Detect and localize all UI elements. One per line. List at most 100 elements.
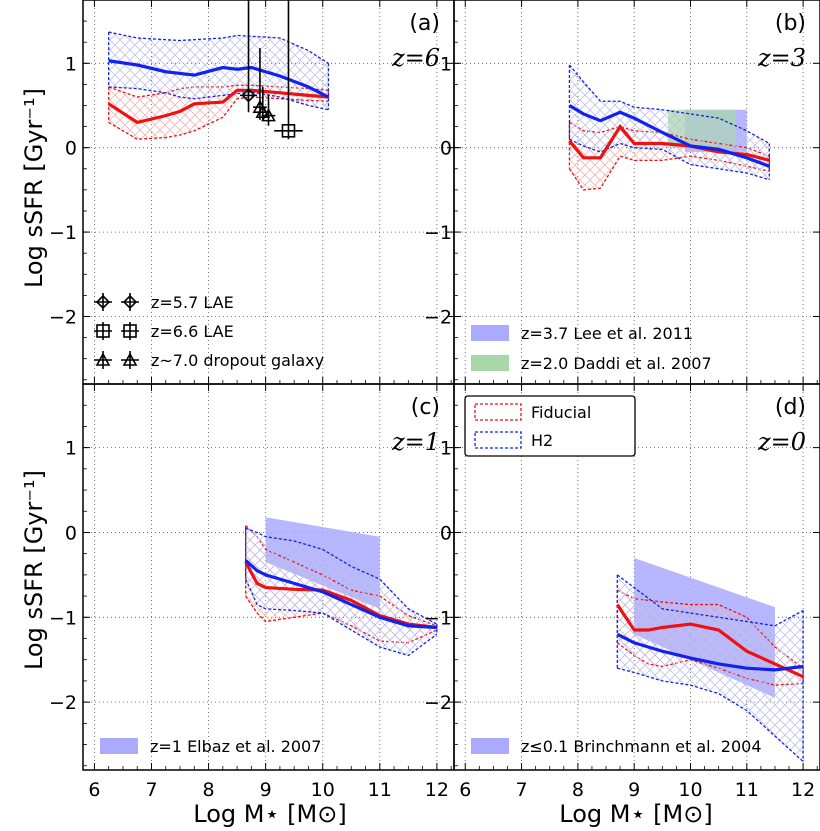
panel-frame (453, 383, 820, 771)
legend-marker-triangle (122, 352, 138, 366)
legend-fiducial-label: Fiducial (531, 403, 591, 422)
y-tick-label: −2 (424, 692, 452, 714)
x-tick-label: 10 (311, 779, 335, 801)
y-tick-label: −2 (49, 306, 77, 328)
y-tick-label: 1 (440, 53, 452, 75)
x-tick-label: 8 (572, 779, 584, 801)
redshift-label: z=6 (391, 44, 440, 72)
y-tick-label: −1 (424, 222, 452, 244)
obs-point-square (281, 124, 296, 138)
legend-swatch (100, 738, 138, 754)
plot-area (454, 0, 820, 384)
x-tick-label: 11 (368, 779, 392, 801)
panel-1: 1 0 −1 −2 (a) z=6 z=5.7 LAE z=6.6 LAE z~7.0 drop… (49, 0, 455, 385)
h2-envelope (617, 574, 804, 762)
x-tick-label: 9 (260, 779, 272, 801)
h2-median-line (244, 559, 437, 630)
fiducial-median-line (244, 561, 438, 630)
x-axis-label-left: Log M⋆ [M⊙] (193, 800, 346, 828)
y-tick-label: 1 (65, 438, 77, 460)
legend-observations: z≤0.1 Brinchmann et al. 2004 (471, 737, 762, 756)
y-tick-label: 0 (65, 138, 77, 160)
y-tick-label: −1 (49, 607, 77, 629)
legend-observations: z=1 Elbaz et al. 2007 (100, 737, 321, 756)
x-tick-label: 6 (88, 779, 100, 801)
fiducial-lower-percentile (108, 96, 329, 140)
h2-upper-percentile (245, 527, 438, 625)
legend-swatch (471, 738, 509, 754)
x-tick-label: 11 (735, 779, 759, 801)
fiducial-envelope (108, 85, 329, 140)
y-tick-label: −2 (49, 692, 77, 714)
h2-upper-percentile (616, 574, 804, 627)
h2-upper-percentile (568, 64, 770, 145)
legend-observations: z=5.7 LAE z=6.6 LAE z~7.0 dropout galaxy (94, 293, 324, 370)
h2-upper-percentile (108, 31, 329, 64)
redshift-label: z=3 (757, 44, 806, 72)
legend-observations: z=3.7 Lee et al. 2011 z=2.0 Daddi et al. … (471, 324, 712, 373)
obs-point-triangle (261, 107, 276, 122)
panel-label: (a) (409, 11, 440, 36)
y-tick-label: −2 (424, 306, 452, 328)
y-tick-label: 1 (65, 53, 77, 75)
x-tick-label: 12 (425, 779, 449, 801)
legend-label: z~7.0 dropout galaxy (151, 351, 324, 370)
obs-point-triangle (255, 104, 271, 119)
plot-area (454, 384, 820, 770)
x-axis-label-right: Log M⋆ [M⊙] (559, 800, 712, 828)
legend-h2-label: H2 (531, 431, 553, 450)
fiducial-median-line (615, 603, 804, 679)
legend-marker-diamond (122, 294, 138, 310)
y-axis-label-bottom: Log sSFR [Gyr⁻¹] (20, 470, 48, 670)
y-tick-label: 1 (440, 438, 452, 460)
x-tick-label: 7 (516, 779, 528, 801)
plot-area (83, 384, 454, 770)
h2-median-line (108, 59, 330, 99)
legend-label: z=3.7 Lee et al. 2011 (521, 324, 693, 343)
h2-envelope (108, 32, 329, 110)
x-tick-label: 7 (145, 779, 157, 801)
panel-2: 1 0 −1 −2 (b) z=3 z=3.7 Lee et al. 2011 z=2.0 D… (424, 0, 820, 385)
y-axis-label-top: Log sSFR [Gyr⁻¹] (20, 88, 48, 288)
legend-fiducial-swatch (474, 403, 522, 421)
x-tick-label: 12 (791, 779, 815, 801)
x-tick-label: 10 (678, 779, 702, 801)
h2-lower-percentile (108, 86, 329, 111)
h2-median-line (568, 104, 770, 168)
legend-label: z=1 Elbaz et al. 2007 (150, 737, 321, 756)
h2-lower-percentile (569, 138, 770, 181)
y-tick-label: −1 (424, 607, 452, 629)
legend-marker-square (96, 324, 110, 338)
x-tick-label: 9 (628, 779, 640, 801)
y-tick-label: −1 (49, 222, 77, 244)
legend-swatch (471, 355, 509, 371)
legend-box (464, 395, 636, 457)
legend-label: z≤0.1 Brinchmann et al. 2004 (521, 737, 762, 756)
h2-median-line (616, 632, 804, 672)
y-tick-label: 0 (440, 522, 452, 544)
legend-label: z=2.0 Daddi et al. 2007 (521, 354, 712, 373)
h2-envelope (245, 528, 437, 656)
panel-label: (b) (775, 11, 806, 36)
legend-marker-square (123, 324, 137, 338)
obs-point-diamond (241, 88, 256, 103)
legend-label: z=6.6 LAE (151, 322, 234, 341)
x-tick-label: 6 (459, 779, 471, 801)
h2-lower-percentile (617, 667, 804, 762)
h2-lower-percentile (245, 578, 438, 657)
panel-label: (d) (775, 395, 806, 420)
y-tick-label: 0 (65, 522, 77, 544)
legend-h2-swatch (474, 431, 522, 449)
legend-swatch (471, 325, 509, 341)
fiducial-median-line (107, 88, 329, 125)
x-tick-label: 8 (203, 779, 215, 801)
legend-models: Fiducial H2 (464, 395, 636, 457)
redshift-label: z=0 (757, 428, 806, 456)
panel-label: (c) (411, 395, 440, 420)
panel-3: 10−1−26 7 8 9 10 11 12(c)z=1z=1 Elbaz et al. 2… (49, 383, 455, 801)
y-tick-label: 0 (440, 138, 452, 160)
legend-label: z=5.7 LAE (151, 293, 234, 312)
legend-marker-triangle (95, 352, 111, 366)
legend-marker-diamond (95, 294, 111, 310)
